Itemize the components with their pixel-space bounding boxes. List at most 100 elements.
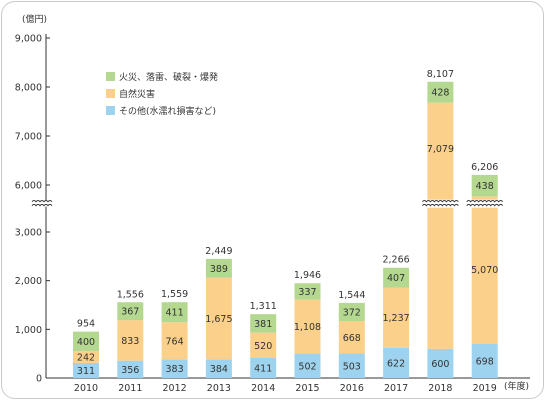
total-label: 1,556	[117, 289, 144, 300]
bar-segment	[294, 283, 321, 300]
bar-segment	[117, 320, 144, 361]
bar-break-mark	[422, 203, 459, 207]
bar-segment	[471, 196, 498, 200]
data-label: 383	[166, 364, 184, 375]
bar-segment	[338, 302, 365, 322]
axis-break-gap	[30, 200, 54, 207]
data-label: 400	[77, 337, 95, 348]
total-label: 1,946	[294, 270, 321, 281]
legend-label: その他(水濡れ損害など)	[119, 105, 216, 117]
bar-segment	[383, 287, 410, 348]
total-label: 1,559	[161, 289, 188, 300]
x-tick-label: 2016	[340, 383, 364, 394]
total-label: 1,311	[250, 301, 277, 312]
data-label: 833	[121, 336, 139, 347]
total-label: 6,206	[471, 162, 498, 173]
data-label: 502	[298, 361, 316, 372]
total-label: 2,449	[205, 246, 232, 257]
y-tick-label: 7,000	[15, 132, 42, 143]
bar-segment	[294, 299, 321, 354]
bar-segment	[338, 353, 365, 378]
data-label: 428	[431, 88, 449, 99]
data-label: 411	[254, 363, 272, 374]
bar-segment	[471, 207, 498, 345]
y-tick-label: 0	[36, 374, 42, 385]
bar-segment	[205, 277, 232, 360]
x-tick-label: 2017	[384, 383, 408, 394]
x-tick-label: 2010	[74, 383, 98, 394]
data-label: 600	[431, 359, 449, 370]
bar-segment	[250, 314, 277, 333]
data-label: 764	[166, 336, 184, 347]
data-label: 1,675	[205, 314, 232, 325]
bar-segment	[73, 351, 99, 363]
bar-break-mark	[466, 203, 504, 207]
bar-segment	[250, 332, 277, 358]
x-tick-label: 2011	[118, 383, 142, 394]
x-tick-label: 2018	[428, 383, 452, 394]
bar-segment	[73, 362, 99, 378]
total-label: 2,266	[382, 255, 409, 266]
bar-segment	[427, 348, 454, 378]
bar-segment	[427, 81, 454, 103]
data-label: 311	[77, 366, 95, 377]
y-tick-label: 1,000	[15, 325, 42, 336]
y-tick-label: 2,000	[15, 276, 42, 287]
x-tick-label: 2015	[295, 383, 319, 394]
legend-swatch	[106, 106, 115, 115]
bar-segment	[117, 302, 144, 321]
y-tick-label: 3,000	[15, 228, 42, 239]
bar-segment	[117, 360, 144, 378]
bar-segment	[73, 331, 99, 352]
data-label: 367	[121, 307, 139, 318]
bar-segment	[338, 321, 365, 354]
bar-segment	[471, 344, 498, 378]
data-label: 407	[387, 273, 405, 284]
total-label: 954	[77, 319, 95, 330]
data-label: 1,237	[382, 313, 409, 324]
total-label: 1,544	[338, 290, 365, 301]
data-label: 7,079	[427, 144, 454, 155]
bar-break-gap	[424, 200, 457, 207]
axis-break-mark	[31, 199, 53, 203]
legend-label: 自然災害	[119, 88, 155, 100]
x-tick-label: 2012	[163, 383, 187, 394]
axis-break-mark	[31, 203, 53, 207]
bar-segment	[383, 267, 410, 288]
data-label: 411	[166, 308, 184, 319]
bar-segment	[205, 359, 232, 378]
x-tick-label: 2019	[473, 383, 497, 394]
bar-segment	[161, 359, 188, 378]
bar-segment	[161, 302, 188, 323]
data-label: 520	[254, 341, 272, 352]
data-label: 381	[254, 319, 272, 330]
data-label: 372	[343, 307, 361, 318]
bar-segment	[205, 258, 232, 278]
y-tick-label: 6,000	[15, 181, 42, 192]
data-label: 668	[343, 333, 361, 344]
bar-segment	[161, 322, 188, 360]
bar-break-mark	[466, 199, 504, 203]
data-label: 622	[387, 358, 405, 369]
legend-label: 火災、落雷、破裂・爆発	[119, 71, 218, 83]
data-label: 503	[343, 361, 361, 372]
data-label: 698	[476, 357, 494, 368]
bar-segment	[383, 347, 410, 378]
data-label: 1,108	[294, 322, 321, 333]
x-tick-label: 2013	[207, 383, 231, 394]
legend-swatch	[106, 89, 115, 98]
legend-swatch	[106, 72, 115, 81]
data-label: 384	[210, 364, 228, 375]
data-label: 356	[121, 365, 139, 376]
bar-break-mark	[422, 199, 459, 203]
y-tick-label: 8,000	[15, 83, 42, 94]
data-label: 242	[77, 352, 95, 363]
bar-segment	[471, 174, 498, 197]
bar-segment	[250, 357, 277, 378]
y-tick-label: 9,000	[15, 34, 42, 45]
data-label: 438	[476, 181, 494, 192]
bar-segment	[427, 207, 454, 349]
x-axis-unit: (年度)	[504, 380, 529, 392]
bar-segment	[294, 353, 321, 378]
